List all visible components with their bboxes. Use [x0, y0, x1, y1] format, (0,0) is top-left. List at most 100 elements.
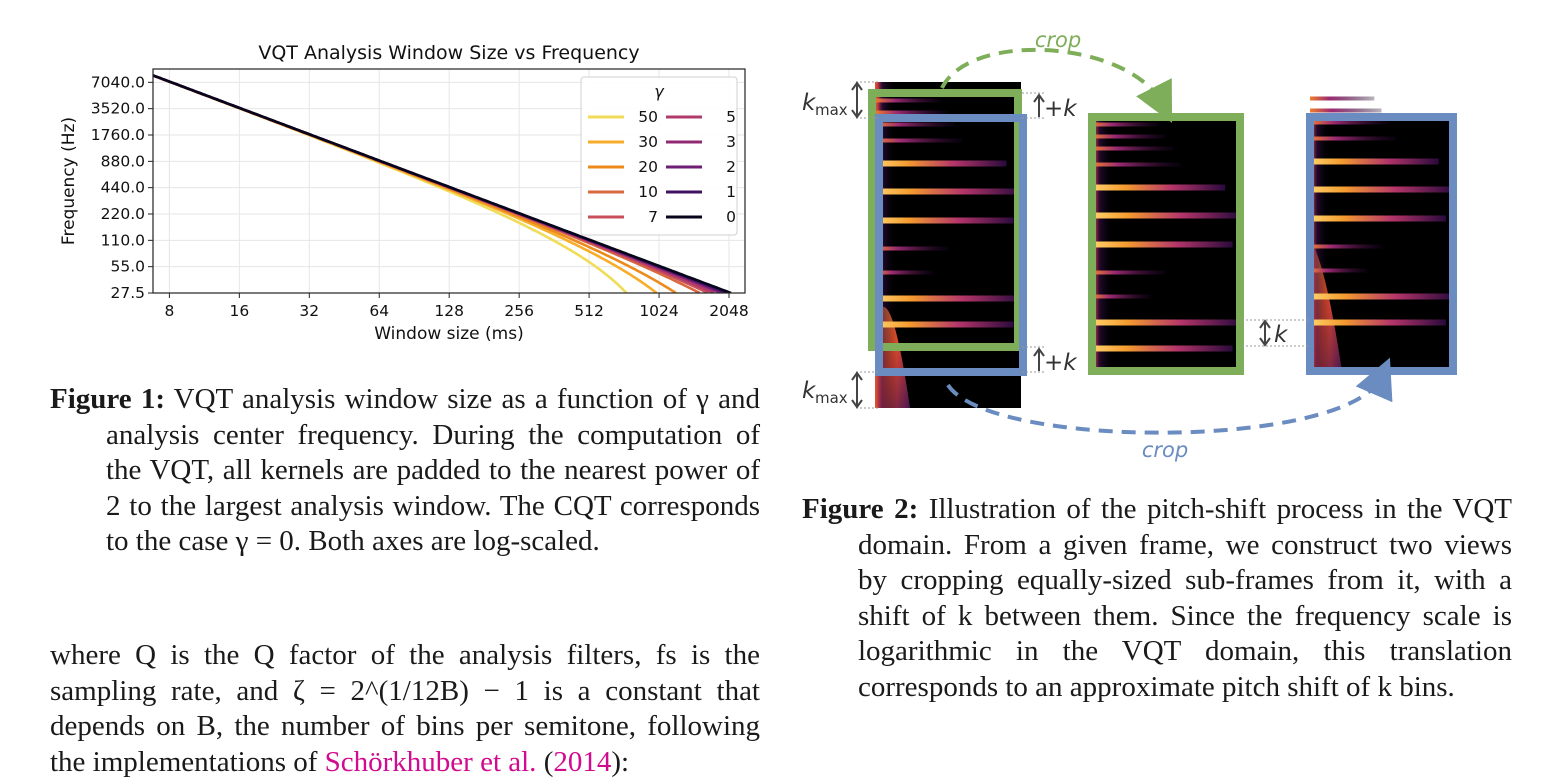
- harmonic-band: [1310, 244, 1382, 249]
- x-tick-label: 2048: [709, 302, 748, 320]
- harmonic-band: [1092, 162, 1181, 167]
- harmonic-band: [875, 321, 1014, 328]
- x-tick-label: 16: [229, 302, 249, 320]
- y-tick-label: 27.5: [110, 284, 145, 302]
- harmonic-band: [875, 270, 934, 275]
- x-tick-label: 128: [434, 302, 464, 320]
- harmonic-band: [1310, 96, 1375, 101]
- figure-1-text: VQT analysis window size as a function o…: [106, 383, 760, 558]
- kmax-top-sub: max: [815, 101, 848, 119]
- plus-k-bottom-label: +k: [1044, 350, 1078, 376]
- chart-title: VQT Analysis Window Size vs Frequency: [258, 42, 639, 64]
- x-tick-label: 8: [164, 302, 174, 320]
- y-tick-label: 1760.0: [91, 126, 145, 144]
- body-text: where Q is the Q factor of the analysis …: [50, 639, 760, 778]
- figure-1-caption: Figure 1: VQT analysis window size as a …: [50, 382, 760, 560]
- harmonic-band: [875, 110, 948, 115]
- citation-link[interactable]: Schörkhuber et al.: [324, 745, 537, 778]
- citation-year-link[interactable]: 2014: [553, 745, 612, 778]
- harmonic-band: [1092, 122, 1159, 127]
- kmax-top-marker: k max: [802, 81, 880, 119]
- harmonic-band: [875, 138, 963, 143]
- legend-label-20: 20: [638, 158, 658, 176]
- y-tick-label: 55.0: [110, 258, 145, 276]
- y-tick-label: 440.0: [101, 179, 145, 197]
- legend-label-7: 7: [648, 208, 658, 226]
- legend-label-3: 3: [726, 133, 736, 151]
- legend-label-50: 50: [638, 108, 658, 126]
- crop-arrow-blue: [946, 357, 1393, 435]
- harmonic-band: [875, 246, 948, 251]
- harmonic-band: [1310, 215, 1446, 222]
- harmonic-band: [1092, 212, 1240, 219]
- x-axis-ticks: 8 16 32 64 128 256 512 1024 2048: [164, 293, 749, 320]
- crop-arrow-green: [940, 47, 1173, 123]
- harmonic-band: [1092, 270, 1166, 275]
- harmonic-band: [875, 122, 956, 127]
- figure-2-caption: Figure 2: Illustration of the pitch-shif…: [802, 492, 1512, 706]
- figure-2-text: Illustration of the pitch-shift process …: [858, 493, 1513, 703]
- series-line-gamma-0: [153, 73, 732, 293]
- harmonic-band: [1310, 186, 1453, 193]
- pitch-shift-illustration: crop crop k max k max +k +k: [802, 28, 1457, 462]
- harmonic-band: [1310, 108, 1382, 113]
- plus-k-bottom-marker: +k: [1022, 346, 1078, 376]
- harmonic-band: [1092, 184, 1226, 191]
- legend-label-5: 5: [726, 108, 736, 126]
- harmonic-band: [1092, 134, 1166, 139]
- harmonic-band: [875, 295, 1021, 302]
- green-crop-box-original: [868, 89, 1022, 351]
- x-tick-label: 64: [369, 302, 389, 320]
- kmax-bottom-marker: k max: [802, 371, 880, 409]
- x-tick-label: 32: [299, 302, 319, 320]
- harmonic-band: [1092, 319, 1240, 326]
- k-shift-marker: k: [1242, 319, 1308, 348]
- x-tick-label: 512: [574, 302, 604, 320]
- legend-label-1: 1: [726, 183, 736, 201]
- harmonic-band: [1310, 319, 1446, 326]
- x-tick-label: 256: [504, 302, 534, 320]
- series-line-gamma-50: [153, 74, 628, 293]
- plus-k-top-label: +k: [1044, 96, 1078, 122]
- legend-label-2: 2: [726, 158, 736, 176]
- harmonic-band: [875, 188, 1021, 195]
- crop-label-top: crop: [1035, 28, 1081, 52]
- plus-k-top-marker: +k: [1022, 92, 1078, 122]
- y-tick-label: 880.0: [101, 152, 145, 170]
- harmonic-band: [1310, 268, 1368, 273]
- blue-view-panel: [1306, 96, 1457, 375]
- k-shift-label: k: [1274, 322, 1289, 348]
- y-tick-label: 110.0: [101, 231, 145, 249]
- blue-crop-box-original: [875, 114, 1027, 376]
- harmonic-band: [1092, 294, 1152, 299]
- full-spectrogram: [875, 82, 1021, 408]
- harmonic-band: [875, 217, 1014, 224]
- figure-2-label: Figure 2:: [802, 493, 919, 525]
- harmonic-band: [1310, 136, 1396, 141]
- legend-label-10: 10: [638, 183, 658, 201]
- x-tick-label: 1024: [639, 302, 678, 320]
- harmonic-band: [1092, 146, 1174, 151]
- legend-label-0: 0: [726, 208, 736, 226]
- y-axis-ticks: 27.5 55.0 110.0 220.0 440.0 880.0 1760.0 3520.0…: [91, 73, 153, 302]
- harmonic-band: [1310, 158, 1439, 165]
- harmonic-band: [1310, 120, 1389, 125]
- y-tick-label: 3520.0: [91, 100, 145, 118]
- body-tail: ):: [611, 745, 630, 778]
- series-line-gamma-30: [153, 74, 658, 293]
- body-paragraph: where Q is the Q factor of the analysis …: [50, 639, 760, 778]
- harmonic-band: [1092, 241, 1233, 248]
- y-axis-label: Frequency (Hz): [59, 117, 79, 245]
- harmonic-band: [875, 160, 1007, 167]
- vqt-window-chart: VQT Analysis Window Size vs Frequency 8 1…: [59, 42, 749, 344]
- figure-1-label: Figure 1:: [50, 383, 165, 415]
- harmonic-band: [875, 98, 941, 103]
- legend-title: γ: [654, 82, 665, 101]
- kmax-bottom-sub: max: [815, 389, 848, 407]
- x-axis-label: Window size (ms): [374, 324, 523, 344]
- y-tick-label: 7040.0: [91, 73, 145, 91]
- harmonic-band: [1092, 345, 1233, 352]
- green-view-panel: [1088, 113, 1244, 375]
- y-tick-label: 220.0: [101, 205, 145, 223]
- crop-label-bottom: crop: [1142, 438, 1188, 462]
